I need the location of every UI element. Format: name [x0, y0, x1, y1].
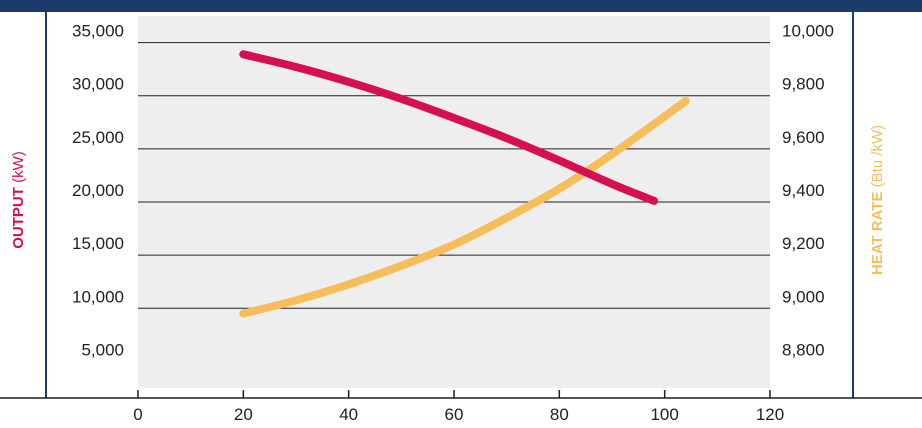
top-bar	[0, 0, 922, 12]
right-y-tick-label: 8,800	[782, 340, 825, 359]
right-y-tick-label: 9,000	[782, 287, 825, 306]
left-axis-title-unit: (kW)	[10, 151, 27, 183]
x-tick-label: 40	[339, 405, 358, 424]
right-y-tick-label: 9,600	[782, 128, 825, 147]
left-axis-title: OUTPUT (kW)	[10, 151, 27, 249]
x-tick-label: 120	[756, 405, 784, 424]
left-axis-title-bold: OUTPUT	[10, 187, 27, 249]
x-tick-label: 20	[234, 405, 253, 424]
x-tick-label: 60	[445, 405, 464, 424]
right-y-tick-label: 9,400	[782, 181, 825, 200]
left-axis-ticks: 5,000 10,000 15,000 20,000 25,000 30,000 35,00…	[72, 22, 124, 360]
right-axis-title: HEAT RATE (Btu /kW)	[869, 125, 886, 275]
right-y-tick-label: 9,800	[782, 75, 825, 94]
right-y-tick-label: 10,000	[782, 22, 834, 41]
left-y-tick-label: 15,000	[72, 234, 124, 253]
right-axis-title-unit: (Btu /kW)	[869, 125, 886, 188]
heat-rate-series-line	[239, 97, 690, 318]
x-tick-label: 0	[133, 405, 142, 424]
gridlines	[138, 42, 770, 309]
series-lines	[239, 50, 690, 318]
left-y-tick-label: 5,000	[81, 340, 124, 359]
right-axis-ticks: 8,800 9,000 9,200 9,400 9,600 9,800 10,000	[782, 22, 834, 360]
left-y-tick-label: 25,000	[72, 128, 124, 147]
left-y-tick-label: 35,000	[72, 22, 124, 41]
x-axis-ticks: 0 20 40 60 80 100 120	[133, 390, 784, 424]
output-series-line	[239, 50, 659, 205]
x-tick-label: 80	[550, 405, 569, 424]
left-y-tick-label: 20,000	[72, 181, 124, 200]
right-axis-title-bold: HEAT RATE	[869, 192, 886, 276]
left-y-tick-label: 10,000	[72, 287, 124, 306]
right-y-tick-label: 9,200	[782, 234, 825, 253]
left-y-tick-label: 30,000	[72, 75, 124, 94]
x-tick-label: 100	[650, 405, 678, 424]
